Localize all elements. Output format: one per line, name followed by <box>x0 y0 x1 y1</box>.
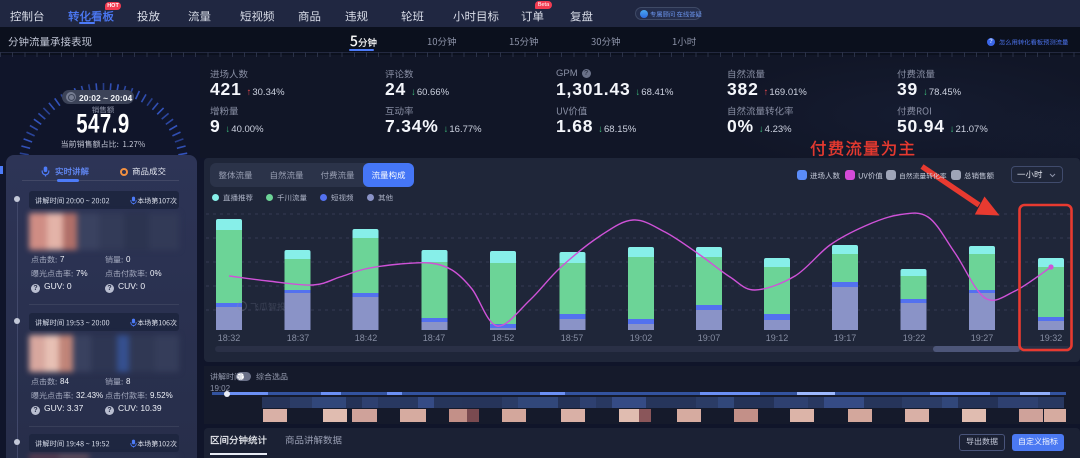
svg-text:19:32: 19:32 <box>1040 333 1063 343</box>
svg-text:18:57: 18:57 <box>561 333 584 343</box>
svg-text:18:37: 18:37 <box>287 333 310 343</box>
svg-text:19:02: 19:02 <box>630 333 653 343</box>
svg-text:19:12: 19:12 <box>766 333 789 343</box>
svg-text:18:32: 18:32 <box>218 333 241 343</box>
svg-text:18:42: 18:42 <box>355 333 378 343</box>
svg-text:19:27: 19:27 <box>971 333 994 343</box>
svg-text:18:47: 18:47 <box>423 333 446 343</box>
svg-text:18:52: 18:52 <box>492 333 515 343</box>
svg-text:19:22: 19:22 <box>903 333 926 343</box>
svg-text:19:17: 19:17 <box>834 333 857 343</box>
svg-text:19:07: 19:07 <box>698 333 721 343</box>
